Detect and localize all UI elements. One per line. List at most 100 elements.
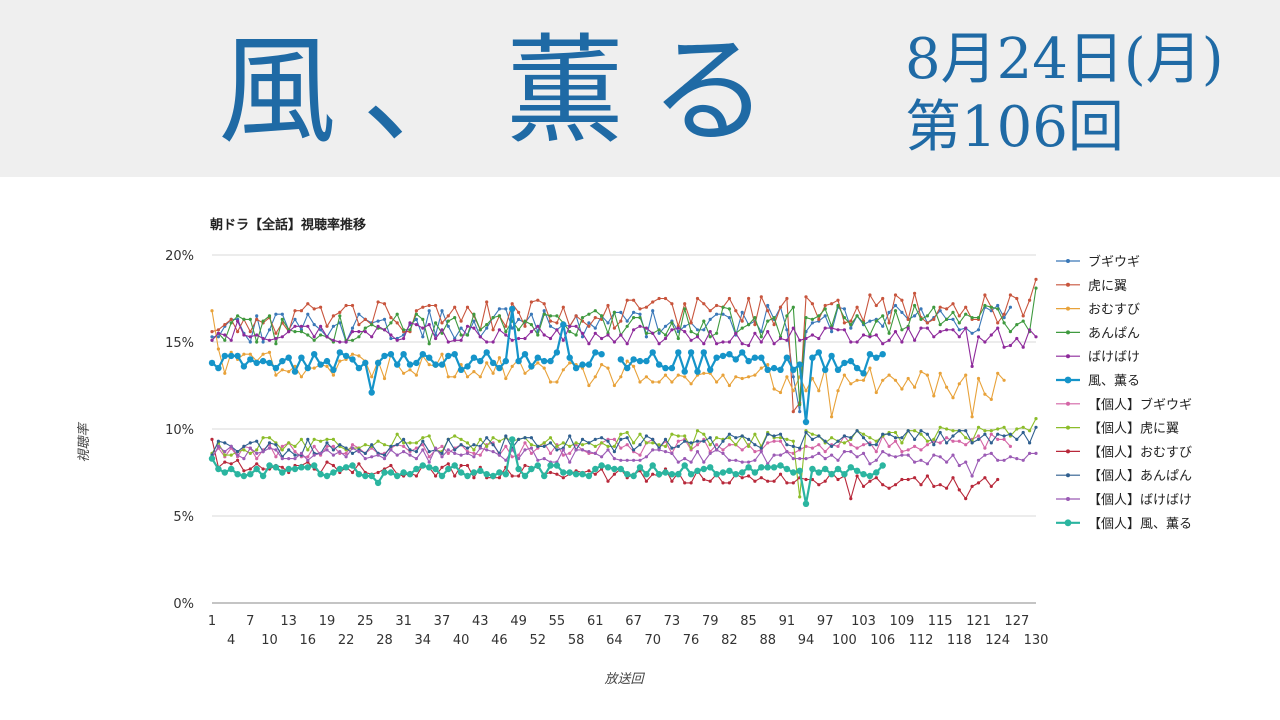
data-point bbox=[938, 483, 942, 487]
data-point bbox=[478, 453, 482, 457]
data-point bbox=[734, 458, 738, 462]
data-point bbox=[753, 373, 757, 377]
data-point bbox=[427, 309, 431, 313]
series-2 bbox=[210, 277, 1038, 414]
data-point bbox=[913, 338, 917, 342]
data-point bbox=[644, 375, 649, 379]
data-point bbox=[395, 432, 399, 436]
data-point bbox=[568, 434, 572, 438]
data-point bbox=[932, 453, 936, 457]
data-point bbox=[913, 460, 917, 464]
data-point bbox=[344, 340, 348, 344]
data-point bbox=[478, 335, 482, 339]
data-point bbox=[266, 359, 273, 367]
data-point bbox=[702, 302, 706, 306]
data-point bbox=[707, 464, 714, 471]
data-point bbox=[331, 314, 335, 318]
data-point bbox=[236, 458, 240, 462]
data-point bbox=[312, 307, 316, 311]
data-point bbox=[413, 465, 420, 473]
data-point bbox=[683, 330, 687, 334]
data-point bbox=[785, 481, 789, 485]
data-point bbox=[964, 436, 968, 440]
data-point bbox=[568, 330, 572, 334]
data-point bbox=[719, 469, 727, 476]
data-point bbox=[210, 309, 214, 313]
data-point bbox=[638, 432, 642, 436]
data-point bbox=[1008, 444, 1013, 448]
data-point bbox=[427, 450, 431, 454]
data-point bbox=[229, 453, 233, 457]
data-point bbox=[470, 469, 478, 476]
data-point bbox=[400, 469, 407, 476]
data-point bbox=[291, 368, 299, 375]
data-point bbox=[804, 316, 808, 320]
data-point bbox=[632, 448, 636, 452]
data-point bbox=[759, 476, 763, 480]
x-tick-label: 16 bbox=[300, 633, 317, 648]
data-point bbox=[810, 432, 815, 436]
data-point bbox=[945, 436, 949, 440]
data-point bbox=[1034, 417, 1038, 421]
data-point bbox=[350, 470, 355, 475]
data-point bbox=[676, 434, 680, 438]
data-point bbox=[299, 324, 303, 328]
data-point bbox=[874, 390, 878, 395]
data-point bbox=[817, 443, 821, 447]
data-point bbox=[919, 432, 923, 436]
data-point bbox=[298, 464, 305, 471]
data-point bbox=[453, 434, 457, 438]
data-point bbox=[394, 472, 401, 480]
data-point bbox=[363, 451, 367, 455]
data-point bbox=[587, 342, 591, 346]
data-point bbox=[529, 330, 534, 334]
data-point bbox=[248, 330, 252, 334]
data-point bbox=[228, 465, 235, 473]
data-point bbox=[323, 472, 331, 480]
data-point bbox=[625, 359, 629, 363]
data-point bbox=[619, 432, 623, 436]
data-point bbox=[389, 336, 393, 341]
data-point bbox=[255, 314, 259, 318]
data-point bbox=[830, 326, 834, 330]
data-point bbox=[996, 437, 1000, 441]
data-point bbox=[408, 321, 412, 325]
data-point bbox=[906, 317, 910, 321]
data-point bbox=[580, 437, 585, 441]
data-point bbox=[306, 302, 310, 306]
data-point bbox=[363, 443, 367, 447]
data-point bbox=[587, 321, 591, 325]
data-point bbox=[504, 307, 508, 311]
data-point bbox=[459, 326, 463, 330]
data-point bbox=[285, 354, 292, 361]
data-point bbox=[989, 451, 993, 455]
data-point bbox=[459, 319, 463, 323]
data-point bbox=[874, 443, 878, 447]
data-point bbox=[830, 415, 834, 419]
data-point bbox=[644, 434, 649, 438]
data-point bbox=[951, 434, 955, 438]
data-point bbox=[529, 323, 534, 327]
data-point bbox=[638, 312, 642, 316]
data-point bbox=[293, 444, 297, 448]
x-tick-label: 121 bbox=[966, 614, 991, 629]
data-point bbox=[925, 373, 930, 377]
data-point bbox=[446, 314, 450, 318]
data-point bbox=[465, 441, 470, 445]
x-tick-label: 97 bbox=[817, 614, 834, 629]
data-point bbox=[248, 352, 252, 356]
x-tick-label: 10 bbox=[261, 633, 278, 648]
ratings-chart: 朝ドラ【全話】視聴率推移 0%5%10%15%20% 1 7 13 19 25 31 37 4… bbox=[76, 217, 1192, 687]
data-point bbox=[989, 305, 993, 309]
data-point bbox=[657, 342, 661, 346]
data-point bbox=[778, 453, 783, 457]
data-point bbox=[810, 333, 815, 337]
data-point bbox=[676, 326, 680, 330]
data-point bbox=[406, 361, 414, 368]
data-point bbox=[1008, 455, 1013, 459]
data-point bbox=[523, 371, 527, 375]
data-point bbox=[823, 479, 827, 483]
data-point bbox=[221, 352, 228, 360]
x-tick-label: 49 bbox=[510, 614, 527, 629]
data-point bbox=[215, 465, 222, 473]
